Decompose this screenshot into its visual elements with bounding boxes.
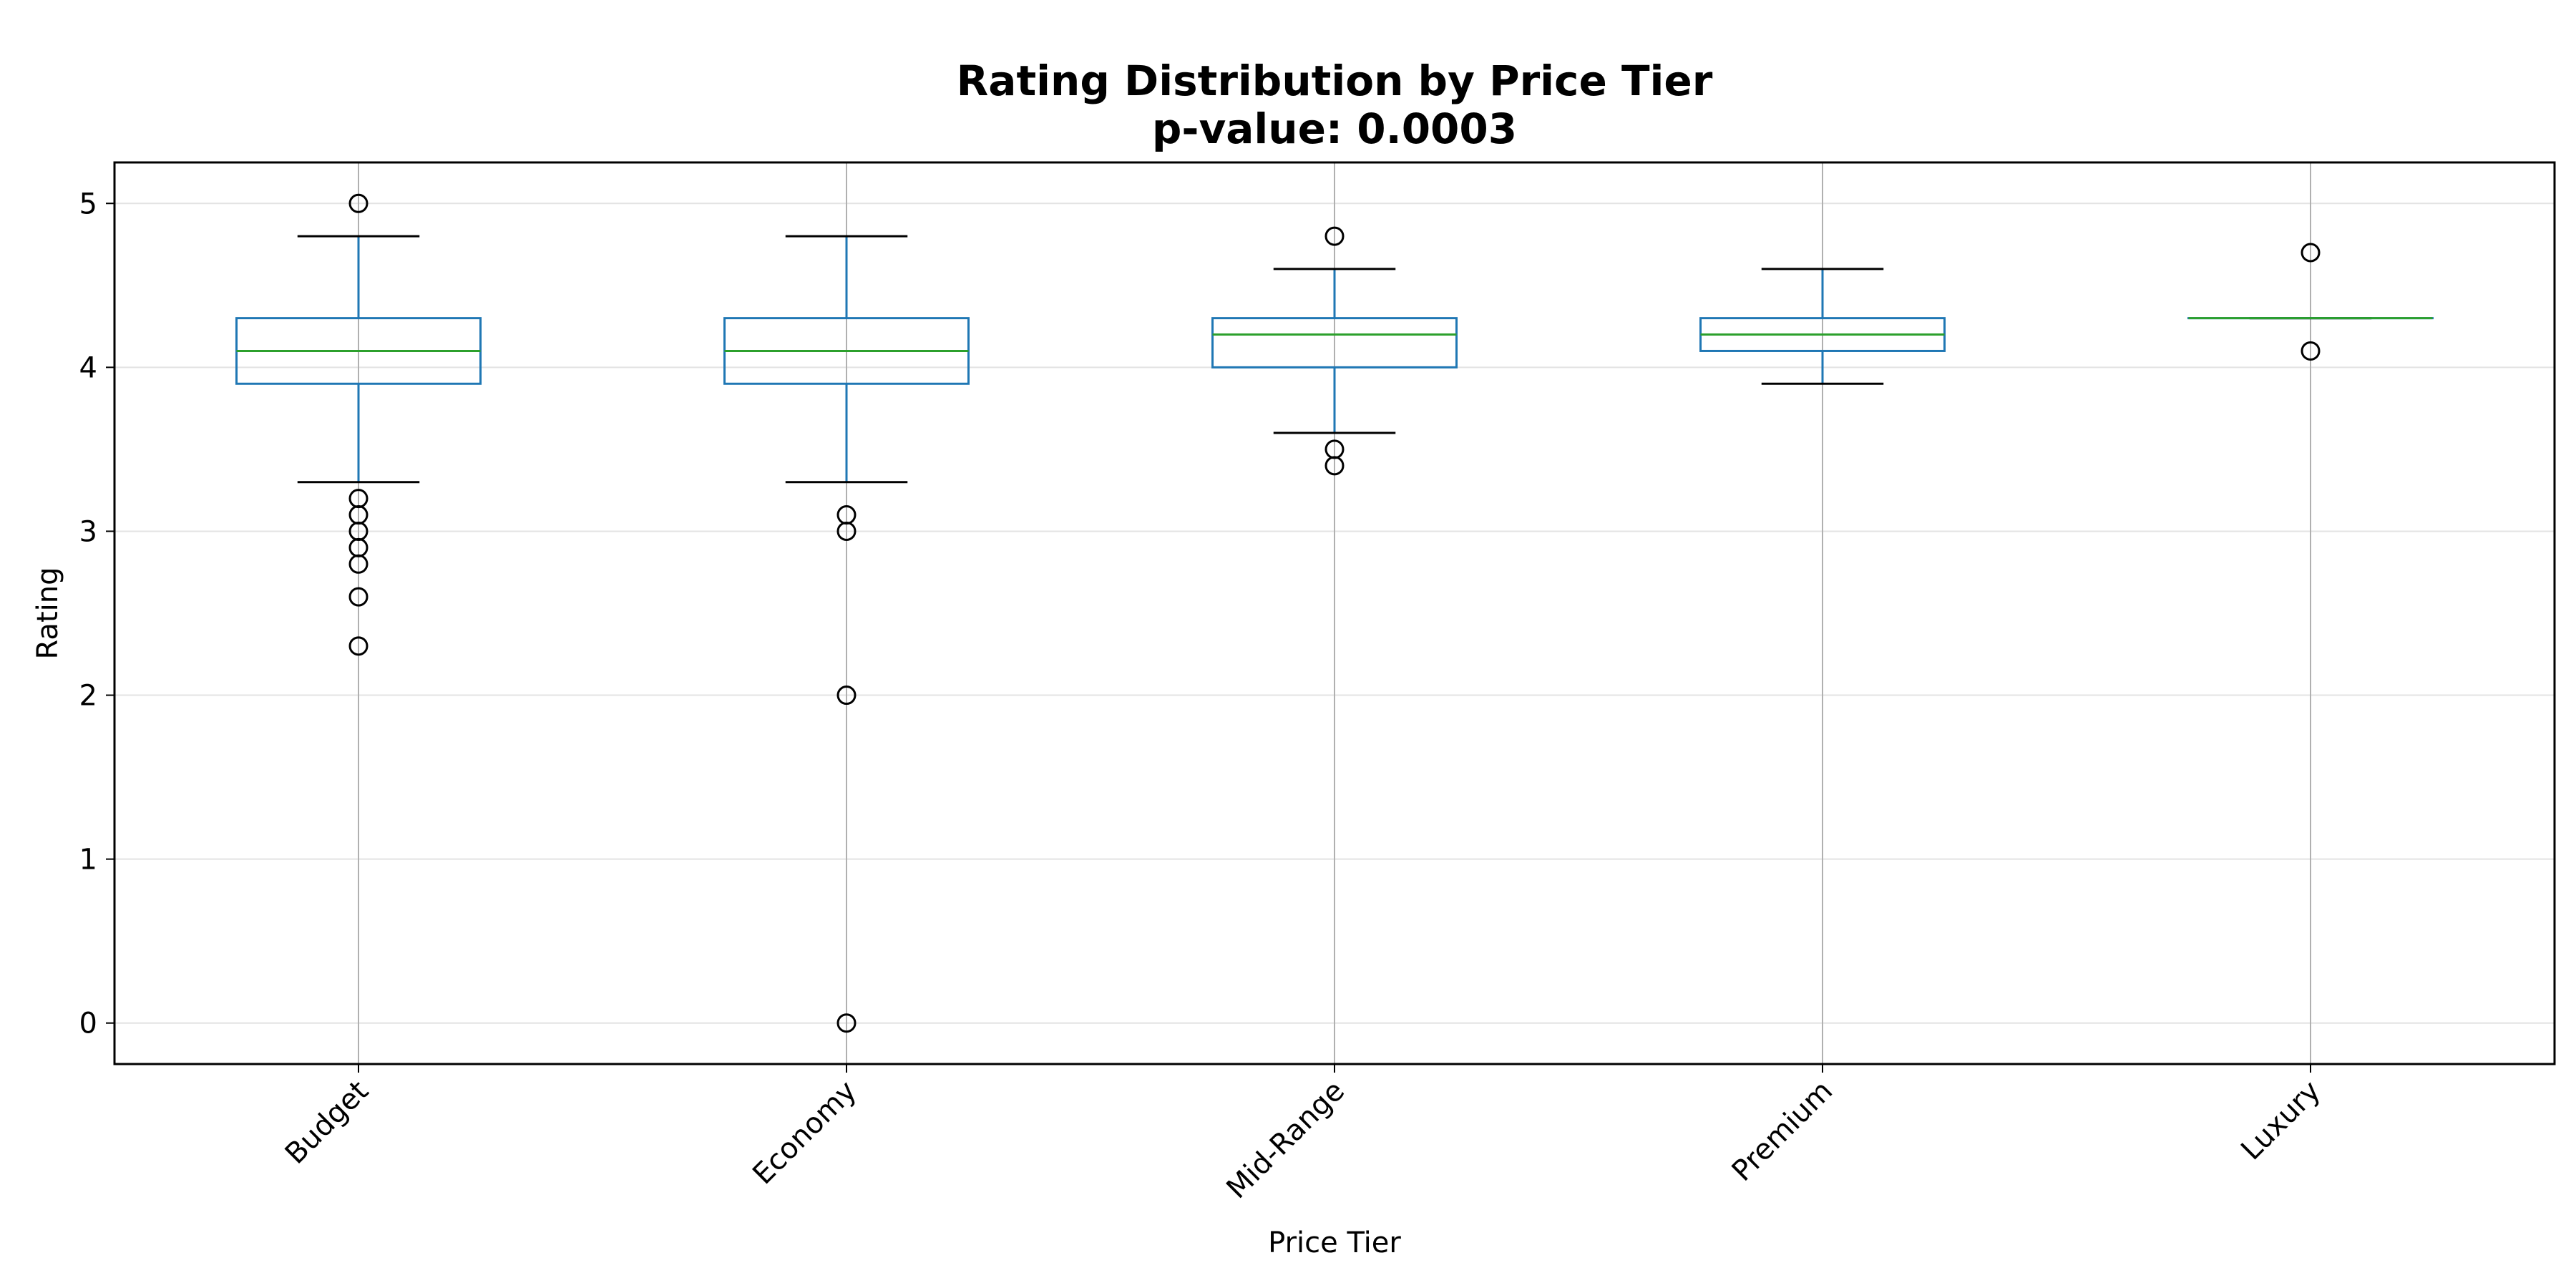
x-axis-label: Price Tier [1268,1226,1401,1259]
outlier-point [348,554,369,574]
x-tick-label: Premium [1726,1075,1839,1188]
chart-subtitle: p-value: 0.0003 [1152,104,1517,153]
y-tick-label: 2 [79,680,97,713]
outlier-point [836,1013,857,1033]
y-tick-label: 4 [79,351,97,384]
x-tick-label: Budget [279,1075,375,1171]
x-axis-ticks: Budget Economy Mid-Range Premium Luxury [279,1064,2327,1205]
outlier-point [348,587,369,607]
y-tick-label: 1 [79,844,97,877]
outlier-point [1324,456,1345,476]
x-tick-label: Luxury [2235,1075,2327,1167]
outlier-point [348,193,369,213]
x-tick-label: Mid-Range [1220,1075,1351,1206]
y-axis-label: Rating [31,567,64,660]
outlier-point [836,686,857,706]
outlier-point [2301,341,2321,361]
chart-title: Rating Distribution by Price Tier [957,57,1713,105]
x-tick-label: Economy [746,1075,863,1191]
y-tick-label: 3 [79,515,97,548]
box-plots [235,193,2434,1033]
outlier-point [1324,226,1345,246]
outlier-point [348,636,369,656]
box-mid-range [1211,226,1458,476]
y-tick-label: 5 [79,187,97,220]
box-budget [235,193,482,656]
outlier-point [2301,243,2321,263]
box-economy [723,235,970,1033]
y-axis-ticks: 0 1 2 3 4 5 [79,187,114,1040]
box-luxury [2187,243,2434,361]
iqr-box [1211,317,1458,369]
outlier-point [836,521,857,541]
y-tick-label: 0 [79,1008,97,1040]
box-premium [1699,268,1946,385]
